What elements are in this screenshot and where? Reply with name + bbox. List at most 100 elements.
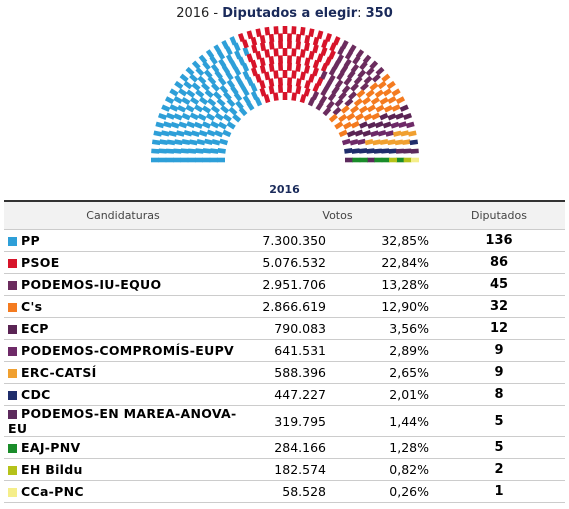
seat (268, 78, 275, 87)
party-seats (364, 130, 417, 146)
seat (151, 139, 161, 146)
party-name: CCa-PNC (21, 484, 84, 499)
seat (362, 129, 372, 137)
seat (371, 73, 381, 83)
seat (303, 64, 311, 74)
seat (202, 61, 211, 71)
party-name: ECP (21, 321, 49, 336)
seat (173, 113, 183, 121)
seat (242, 46, 250, 57)
seat (287, 33, 292, 42)
seat (151, 157, 159, 163)
seat (221, 39, 230, 50)
seat (246, 30, 254, 40)
seat (352, 157, 361, 163)
parliament-chart (151, 26, 419, 163)
party-cell: PODEMOS-EN MAREA-ANOVA-EU (4, 405, 242, 437)
party-seats (151, 36, 263, 163)
seat (254, 73, 262, 83)
seats: 8 (433, 383, 565, 406)
seat (402, 112, 413, 120)
party-seats (237, 26, 341, 104)
seat (316, 53, 324, 63)
seat (341, 84, 351, 94)
seat (188, 139, 198, 146)
seat (319, 95, 328, 105)
seat (193, 104, 204, 113)
seat (338, 91, 347, 101)
seat (391, 88, 401, 97)
seat (255, 28, 262, 38)
party-row: ECP 790.083 3,56% 12 (4, 317, 565, 340)
seat (385, 130, 395, 137)
seat (269, 41, 275, 50)
seat (221, 64, 231, 75)
seat (381, 157, 390, 163)
seat (336, 54, 345, 64)
seats: 1 (433, 480, 565, 503)
votes: 7.300.350 (242, 229, 330, 252)
seats: 45 (433, 273, 565, 296)
seat (311, 90, 320, 101)
seat (214, 112, 224, 121)
seat (168, 130, 178, 137)
seats: 5 (433, 405, 565, 437)
seat (403, 148, 412, 154)
seat (402, 139, 411, 145)
seat (320, 87, 329, 97)
seat (250, 67, 258, 77)
seat (183, 129, 193, 137)
seat (282, 70, 288, 78)
seat (201, 105, 212, 114)
party-row: CDC 447.227 2,01% 8 (4, 383, 565, 406)
seat (180, 148, 189, 154)
seat (354, 129, 364, 137)
seat (331, 85, 340, 96)
seat (345, 157, 353, 163)
seat (196, 139, 206, 146)
seat (207, 98, 217, 107)
seat (246, 101, 255, 111)
seat (220, 105, 230, 114)
seat (304, 57, 311, 67)
seat (195, 157, 203, 163)
seat (357, 69, 367, 79)
seat (216, 98, 226, 107)
seat (198, 96, 209, 106)
seat (366, 104, 377, 113)
title-total: 350 (365, 6, 393, 21)
party-cell: C's (4, 295, 242, 318)
seat (169, 104, 179, 112)
seat (268, 33, 275, 43)
party-row: ERC-CATSÍ 588.396 2,65% 9 (4, 361, 565, 384)
party-name: EH Bildu (21, 462, 83, 477)
party-cell: CCa-PNC (4, 480, 242, 503)
seat (210, 63, 220, 73)
seat (268, 85, 275, 95)
seat (395, 96, 406, 105)
seat (234, 74, 243, 84)
seat (295, 63, 302, 72)
results-table: Candidaturas Votos Diputados PP 7.300.350… (4, 200, 565, 503)
seat (181, 112, 191, 121)
seat (389, 157, 397, 163)
seat (157, 112, 168, 120)
seat (295, 85, 302, 95)
seat (158, 148, 167, 154)
seat (352, 55, 361, 65)
party-seats (352, 157, 405, 163)
party-name: PODEMOS-COMPROMÍS-EUPV (21, 343, 235, 358)
seat (308, 73, 316, 83)
seat (351, 148, 361, 154)
vote-percent: 12,90% (330, 295, 433, 318)
seat (238, 80, 246, 91)
seats: 32 (433, 295, 565, 318)
seat (316, 76, 324, 87)
seat (321, 39, 329, 49)
seat (233, 66, 242, 76)
seat (364, 139, 374, 146)
seat (328, 66, 337, 76)
seat (286, 84, 293, 93)
seat (348, 44, 357, 54)
